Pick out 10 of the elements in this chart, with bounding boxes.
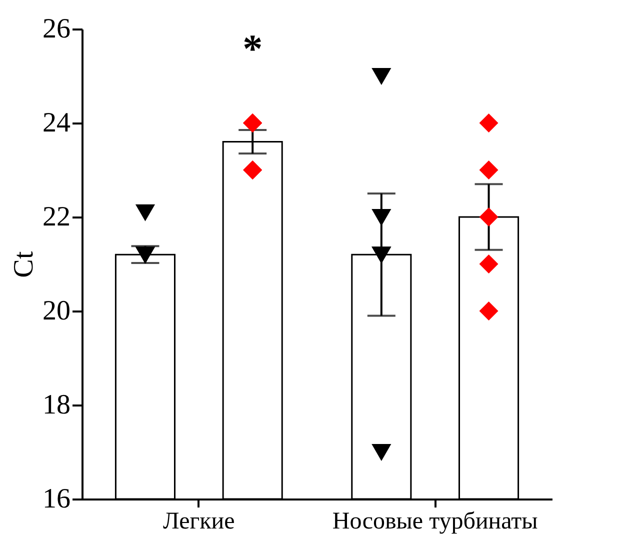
y-tick-label: 22 bbox=[42, 202, 70, 232]
y-tick-label: 16 bbox=[42, 484, 70, 514]
y-tick-label: 18 bbox=[42, 390, 70, 420]
annotation: * bbox=[242, 26, 263, 72]
y-tick-label: 26 bbox=[42, 14, 70, 44]
y-axis-title: Ct bbox=[8, 251, 40, 278]
y-tick-label: 20 bbox=[42, 296, 70, 326]
x-tick-label: Носовые турбинаты bbox=[332, 508, 538, 534]
x-tick-label: Легкие bbox=[163, 508, 235, 534]
y-tick-label: 24 bbox=[42, 108, 70, 138]
